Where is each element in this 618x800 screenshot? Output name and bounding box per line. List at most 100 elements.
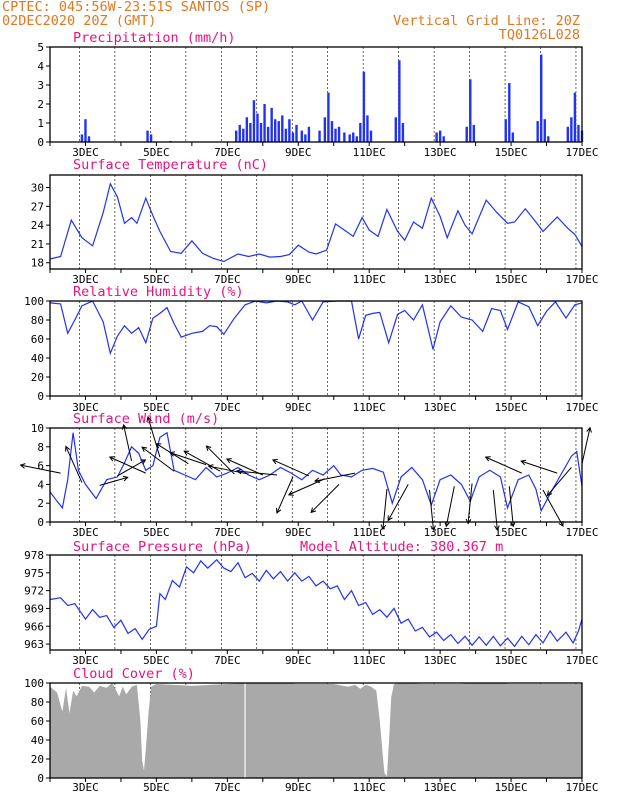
- precip-bar: [352, 132, 355, 142]
- x-tick-label: 7DEC: [214, 526, 241, 539]
- precip-bar: [334, 128, 337, 142]
- wind-arrow: [226, 458, 264, 476]
- precip-bar: [238, 124, 241, 142]
- precip-bar: [274, 119, 277, 142]
- precip-bar: [327, 92, 330, 142]
- wind-arrow-head: [108, 456, 115, 462]
- wind-arrow-head: [140, 459, 147, 465]
- precip-bar: [504, 119, 507, 142]
- precip-bar: [323, 117, 327, 142]
- y-tick-label: 8: [37, 441, 44, 454]
- wind-arrow-head: [155, 443, 162, 449]
- x-tick-label: 3DEC: [72, 781, 99, 794]
- wind-arrow-head: [313, 477, 320, 484]
- precip-bar: [87, 136, 91, 142]
- panel-title: Surface Pressure (hPa): [73, 539, 252, 555]
- panel-6: Cloud Cover (%) 0 20 40 60 80 100 3DEC 5DEC 7DEC 9…: [24, 666, 598, 794]
- x-tick-label: 13DEC: [424, 526, 457, 539]
- precip-bar: [288, 119, 291, 142]
- wind-arrow: [236, 470, 278, 476]
- x-tick-label: 13DEC: [424, 273, 457, 286]
- precip-bar: [304, 134, 307, 142]
- precip-bar: [300, 130, 304, 142]
- precip-bar: [394, 117, 397, 142]
- precip-bar: [435, 132, 438, 142]
- precip-bar: [270, 107, 273, 142]
- y-tick-label: 3: [37, 79, 44, 92]
- y-tick-label: 100: [24, 677, 44, 690]
- precip-bar: [469, 79, 472, 142]
- x-tick-label: 7DEC: [214, 273, 241, 286]
- x-tick-label: 17DEC: [565, 526, 598, 539]
- y-tick-label: 40: [31, 352, 44, 365]
- y-tick-label: 1: [37, 117, 44, 130]
- x-tick-label: 17DEC: [565, 146, 598, 159]
- cloud-area: [50, 683, 582, 778]
- x-tick-label: 3DEC: [72, 401, 99, 414]
- precip-bar: [442, 136, 445, 142]
- x-tick-label: 11DEC: [353, 273, 386, 286]
- wind-arrow-head: [287, 490, 294, 496]
- wind-arrow-head: [586, 426, 592, 433]
- x-tick-label: 9DEC: [285, 654, 312, 667]
- x-tick-label: 3DEC: [72, 273, 99, 286]
- precip-bar: [146, 130, 149, 142]
- x-tick-label: 13DEC: [424, 654, 457, 667]
- panel-frame: [49, 300, 583, 397]
- precip-bar: [277, 121, 280, 142]
- wind-arrow-head: [205, 445, 212, 452]
- wind-arrow: [521, 460, 558, 474]
- wind-arrow: [288, 478, 326, 496]
- wind-arrow: [428, 489, 434, 531]
- y-tick-label: 2: [37, 497, 44, 510]
- wind-arrow: [546, 467, 572, 496]
- y-tick-label: 975: [24, 567, 44, 580]
- precip-bar: [566, 126, 570, 142]
- precip-bar: [291, 132, 295, 142]
- wind-arrow-head: [207, 464, 214, 470]
- y-tick-label: 0: [37, 136, 44, 149]
- wind-arrow-head: [276, 507, 282, 514]
- precip-bar: [249, 123, 252, 142]
- panel-frame: [49, 427, 583, 523]
- x-tick-label: 9DEC: [285, 273, 312, 286]
- wind-arrow-head: [430, 525, 436, 532]
- wind-arrow-head: [122, 475, 129, 482]
- precip-bar: [242, 128, 245, 142]
- wind-arrow-head: [444, 521, 450, 528]
- precip-bar: [343, 132, 346, 142]
- precip-bar: [401, 123, 405, 142]
- panel-5: Surface Pressure (hPa) Model Altitude: 38…: [24, 539, 598, 667]
- x-tick-label: 5DEC: [143, 526, 170, 539]
- wind-arrow-head: [225, 458, 232, 464]
- wind-arrow-head: [380, 524, 387, 531]
- x-tick-label: 7DEC: [214, 654, 241, 667]
- wind-arrow: [382, 489, 388, 530]
- panel-title: Surface Temperature (nC): [73, 157, 268, 173]
- x-tick-label: 9DEC: [285, 781, 312, 794]
- wind-arrow-head: [19, 463, 26, 469]
- wind-arrow: [272, 459, 310, 477]
- y-tick-label: 100: [24, 295, 44, 308]
- wind-arrow: [169, 452, 207, 466]
- y-tick-label: 80: [31, 314, 44, 327]
- y-tick-label: 24: [31, 219, 45, 232]
- x-tick-label: 17DEC: [565, 781, 598, 794]
- precip-bar: [256, 113, 259, 142]
- wind-arrow: [276, 476, 294, 514]
- precip-bar: [259, 123, 263, 142]
- x-tick-label: 11DEC: [353, 526, 386, 539]
- wind-arrow: [314, 472, 356, 482]
- precip-bar: [366, 115, 369, 142]
- precip-bar: [359, 123, 362, 142]
- x-tick-label: 15DEC: [495, 273, 528, 286]
- x-tick-label: 11DEC: [353, 146, 386, 159]
- y-tick-label: 0: [37, 772, 44, 785]
- wind-arrow: [109, 456, 146, 474]
- precip-bar: [369, 130, 373, 142]
- precip-bar: [80, 134, 84, 142]
- x-tick-label: 15DEC: [495, 654, 528, 667]
- y-tick-label: 80: [31, 696, 44, 709]
- x-tick-label: 17DEC: [565, 273, 598, 286]
- header-model-code: TQ0126L028: [499, 27, 580, 43]
